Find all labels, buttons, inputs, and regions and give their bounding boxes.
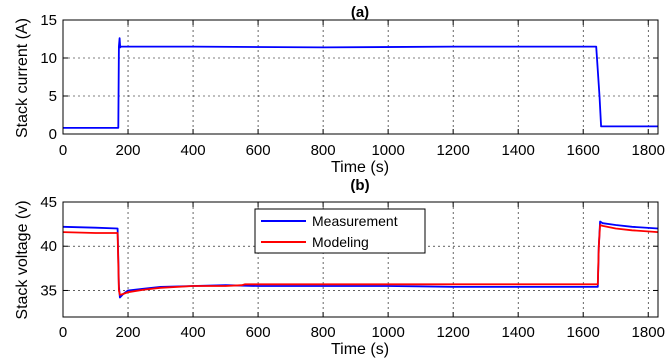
panel-a-line-series-0 (63, 37, 658, 129)
panel-a-y-tick-label: 15 (40, 12, 57, 29)
legend: Measurement Modeling (254, 208, 426, 254)
panel-a-x-tick-label: 1200 (436, 142, 469, 159)
panel-a-grid (63, 20, 658, 134)
legend-label-modeling: Modeling (312, 234, 369, 250)
panel-a-x-tick-label: 600 (246, 142, 271, 159)
panel-a-y-tick-label: 0 (49, 126, 57, 143)
panel-a-x-axis-label: Time (s) (331, 159, 389, 176)
panel-b-border (62, 201, 659, 318)
panel-a-y-tick-label: 10 (40, 50, 57, 67)
panel-b-voltage: (b) 0 200 400 600 800 1000 1200 1400 1600 1800 35… (14, 177, 665, 358)
panel-b-x-tick-label: 0 (59, 324, 67, 341)
panel-a-x-tick-label: 1800 (632, 142, 665, 159)
panel-b-series-group (62, 220, 659, 299)
panel-b-y-tick-label: 40 (40, 238, 57, 255)
panel-b-x-tick-label: 600 (246, 324, 271, 341)
panel-b-x-axis-label: Time (s) (331, 341, 389, 358)
panel-a-title: (a) (351, 4, 369, 21)
panel-a-x-tick-label: 1000 (371, 142, 404, 159)
panel-b-grid (63, 202, 658, 317)
panel-a-y-axis-label: Stack current (A) (14, 18, 31, 138)
legend-box (254, 208, 426, 254)
panel-a-x-tick-label: 400 (181, 142, 206, 159)
panel-a-x-tick-label: 800 (311, 142, 336, 159)
panel-b-x-tick-label: 1200 (436, 324, 469, 341)
panel-a-current: (a) 0 200 400 600 800 1000 1200 1400 1600 1800 0 5… (14, 4, 665, 176)
panel-b-y-tick-label: 35 (40, 282, 57, 299)
panel-b-x-tick-label: 1800 (632, 324, 665, 341)
panel-a-series-group (63, 37, 658, 129)
panel-a-border (62, 19, 659, 135)
panel-b-y-axis-label: Stack voltage (v) (14, 200, 31, 319)
panel-b-x-tick-label: 1000 (371, 324, 404, 341)
panel-b-x-tick-label: 400 (181, 324, 206, 341)
panel-b-x-tick-label: 1600 (567, 324, 600, 341)
panel-b-x-tick-label: 800 (311, 324, 336, 341)
panel-a-frame (63, 20, 658, 134)
panel-b-x-tick-label: 200 (116, 324, 141, 341)
panel-b-line-modeling (62, 224, 659, 296)
panel-a-x-tick-label: 1600 (567, 142, 600, 159)
panel-a-x-tick-label: 200 (116, 142, 141, 159)
panel-b-x-ticks: 0 200 400 600 800 1000 1200 1400 1600 1800 (59, 202, 665, 341)
panel-a-y-ticks: 0 5 10 15 (40, 12, 658, 143)
panel-a-y-tick-label: 5 (49, 88, 57, 105)
panel-a-x-ticks: 0 200 400 600 800 1000 1200 1400 1600 1800 (59, 20, 665, 159)
panel-b-title: (b) (350, 177, 369, 194)
legend-label-measurement: Measurement (312, 213, 398, 229)
panel-a-x-tick-label: 1400 (502, 142, 535, 159)
panel-b-x-tick-label: 1400 (502, 324, 535, 341)
panel-b-y-tick-label: 45 (40, 194, 57, 211)
panel-a-x-tick-label: 0 (59, 142, 67, 159)
panel-b-y-ticks: 35 40 45 (40, 194, 658, 299)
